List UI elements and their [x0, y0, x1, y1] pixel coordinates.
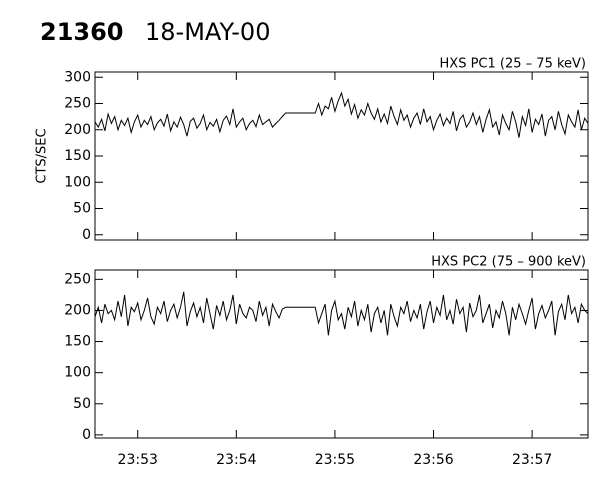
- data-line: [94, 91, 589, 138]
- x-tick-label: 23:55: [315, 452, 355, 468]
- y-tick-label: 200: [64, 302, 91, 318]
- panel-title: HXS PC1 (25 – 75 keV): [440, 57, 586, 72]
- x-tick-label: 23:53: [118, 452, 158, 468]
- y-tick-label: 150: [64, 334, 91, 350]
- header-id: 21360: [40, 18, 124, 46]
- y-tick-label: 150: [64, 148, 91, 164]
- y-tick-label: 0: [82, 227, 91, 243]
- plot-frame: [94, 269, 589, 439]
- data-line: [94, 291, 589, 336]
- y-tick-label: 50: [73, 396, 91, 412]
- y-tick-label: 100: [64, 365, 91, 381]
- y-tick-label: 100: [64, 174, 91, 190]
- header-date: 18-MAY-00: [145, 18, 270, 46]
- panel-title: HXS PC2 (75 – 900 keV): [431, 255, 586, 270]
- x-tick-label: 23:57: [512, 452, 552, 468]
- y-tick-label: 250: [64, 271, 91, 287]
- x-tick-label: 23:54: [216, 452, 256, 468]
- y-tick-label: 250: [64, 96, 91, 112]
- x-tick-label: 23:56: [413, 452, 453, 468]
- y-tick-label: 50: [73, 201, 91, 217]
- y-tick-label: 0: [82, 427, 91, 443]
- y-tick-label: 200: [64, 122, 91, 138]
- y-tick-label: 300: [64, 69, 91, 85]
- y-axis-label: CTS/SEC: [35, 128, 50, 183]
- plot-frame: [94, 71, 589, 241]
